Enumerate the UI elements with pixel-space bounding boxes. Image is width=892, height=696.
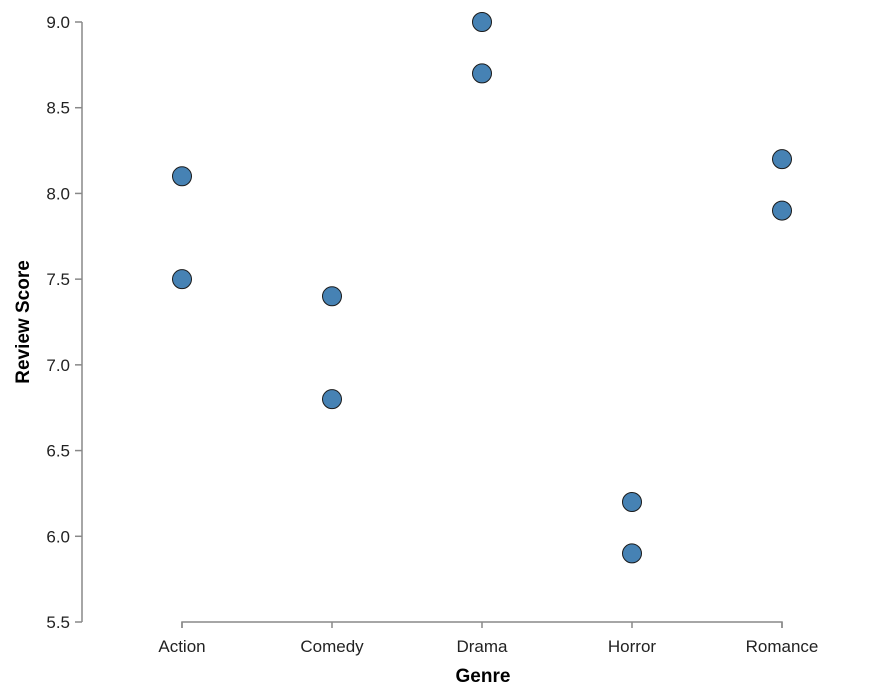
data-point: [772, 149, 792, 170]
x-tick-label: Horror: [608, 637, 657, 656]
x-tick-label: Drama: [456, 637, 508, 656]
y-tick-label: 9.0: [46, 13, 70, 32]
data-point: [472, 12, 492, 32]
y-tick-label: 6.0: [46, 527, 70, 546]
y-axis-title: Review Score: [13, 260, 34, 384]
data-point: [322, 286, 342, 307]
data-point: [622, 492, 642, 512]
y-tick-label: 7.0: [46, 356, 70, 375]
y-tick-label: 7.5: [46, 270, 70, 289]
data-points: [172, 12, 792, 564]
x-tick-label: Comedy: [300, 637, 364, 656]
y-axis: 5.5 6.0 6.5 7.0 7.5 8.0 8.5 9.0: [46, 13, 83, 632]
data-point: [772, 200, 792, 221]
y-tick-label: 8.0: [46, 184, 70, 203]
data-point: [622, 543, 642, 564]
data-point: [172, 269, 192, 290]
data-point: [472, 63, 492, 84]
y-tick-label: 8.5: [46, 99, 70, 118]
y-tick-label: 6.5: [46, 442, 70, 461]
x-tick-label: Romance: [746, 637, 819, 656]
data-point: [322, 389, 342, 410]
y-tick-label: 5.5: [46, 613, 70, 632]
x-axis: Action Comedy Drama Horror Romance: [158, 621, 819, 656]
data-point: [172, 166, 192, 187]
x-axis-title: Genre: [456, 666, 511, 687]
x-tick-label: Action: [158, 637, 205, 656]
